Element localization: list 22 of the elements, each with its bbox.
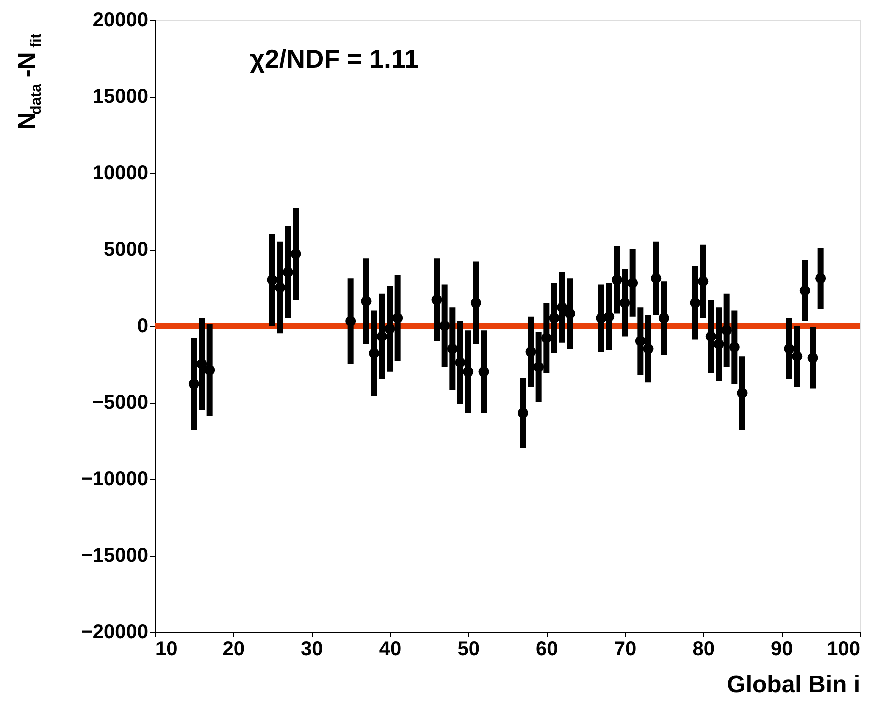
x-tick-label: 70: [614, 638, 637, 660]
y-tick-label: −5000: [92, 392, 148, 414]
y-axis-title: Ndata-Nfit: [14, 34, 45, 130]
x-tick-label: 40: [379, 638, 402, 660]
y-tick-label: 10000: [92, 162, 148, 184]
y-tick-label: 0: [137, 316, 148, 338]
x-tick-label: 60: [536, 638, 558, 660]
y-tick-label: 20000: [92, 10, 148, 32]
x-tick-label: 30: [301, 638, 324, 660]
y-tick-label: −10000: [81, 468, 148, 490]
x-tick-label: 100: [827, 638, 860, 660]
x-tick-label: 10: [156, 638, 178, 660]
y-tick-label: 5000: [104, 239, 148, 261]
y-tick-label: −15000: [81, 545, 148, 567]
x-tick-label: 20: [222, 638, 245, 660]
x-axis-title: Global Bin i: [727, 672, 860, 698]
x-tick-label: 90: [771, 638, 794, 660]
annotation: χ2/NDF = 1.11: [250, 44, 419, 74]
y-tick-label: 15000: [92, 86, 148, 108]
x-tick-label: 50: [458, 638, 480, 660]
x-tick-label: 80: [692, 638, 715, 660]
y-tick-label: −20000: [81, 622, 148, 644]
